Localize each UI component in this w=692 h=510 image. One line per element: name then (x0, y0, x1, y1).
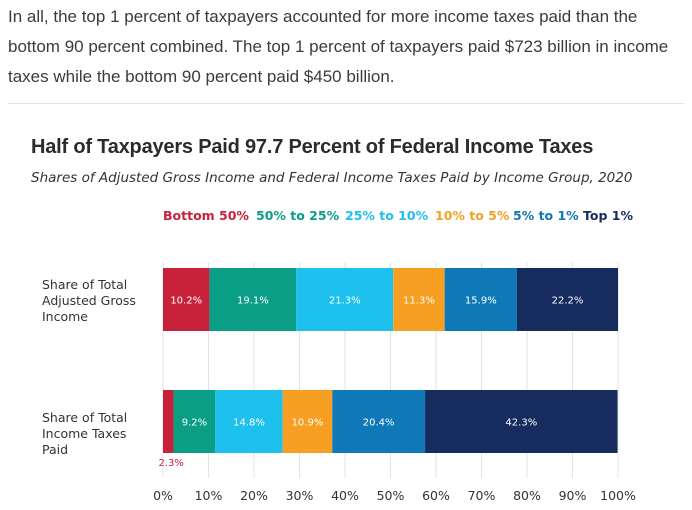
legend-item-10-to-5: 10% to 5% (435, 208, 510, 223)
bar-segment (163, 390, 174, 453)
chart-legend: Bottom 50% 50% to 25% 25% to 10% 10% to … (0, 208, 692, 228)
data-label: 42.3% (505, 418, 537, 429)
bar-segment (444, 268, 517, 331)
x-tick-label: 30% (286, 488, 314, 503)
data-label: 15.9% (465, 296, 497, 307)
bar-segment (296, 268, 394, 331)
row-label-taxes: Share of Total Income Taxes Paid (42, 410, 128, 457)
data-label: 22.2% (552, 296, 584, 307)
legend-item-5-to-1: 5% to 1% (513, 208, 579, 223)
chart-subtitle: Shares of Adjusted Gross Income and Fede… (31, 170, 633, 186)
data-label: 10.2% (170, 296, 202, 307)
x-tick-label: 40% (331, 488, 359, 503)
x-tick-label: 20% (240, 488, 268, 503)
data-label: 20.4% (363, 418, 395, 429)
legend-item-top-1: Top 1% (583, 208, 633, 223)
legend-item-bottom-50: Bottom 50% (163, 208, 249, 223)
bar-segment (282, 390, 333, 453)
bar-segment (215, 390, 283, 453)
x-tick-label: 90% (559, 488, 587, 503)
bar-segment (209, 268, 297, 331)
data-label: 10.9% (292, 418, 324, 429)
x-tick-label: 0% (153, 488, 173, 503)
intro-paragraph: In all, the top 1 percent of taxpayers a… (8, 7, 669, 86)
section-divider (8, 103, 684, 104)
data-label: 21.3% (329, 296, 361, 307)
bar-segment (332, 390, 426, 453)
data-label: 11.3% (403, 296, 435, 307)
bar-segment (393, 268, 445, 331)
data-label: 9.2% (182, 418, 207, 429)
data-label: 14.8% (233, 418, 265, 429)
bar-segment (173, 390, 216, 453)
legend-item-25-to-10: 25% to 10% (345, 208, 429, 223)
bar-segment (163, 268, 210, 331)
bar-segment (425, 390, 618, 453)
x-tick-label: 60% (422, 488, 450, 503)
row-label-agi: Share of Total Adjusted Gross Income (42, 277, 136, 324)
x-tick-label: 70% (468, 488, 496, 503)
x-tick-label: 50% (377, 488, 405, 503)
chart-title: Half of Taxpayers Paid 97.7 Percent of F… (31, 136, 594, 158)
legend-item-50-to-25: 50% to 25% (256, 208, 340, 223)
data-label: 2.3% (159, 458, 184, 469)
data-label: 19.1% (237, 296, 269, 307)
x-tick-label: 10% (195, 488, 223, 503)
x-tick-label: 80% (513, 488, 541, 503)
x-tick-label: 100% (600, 488, 636, 503)
bar-segment (516, 268, 618, 331)
